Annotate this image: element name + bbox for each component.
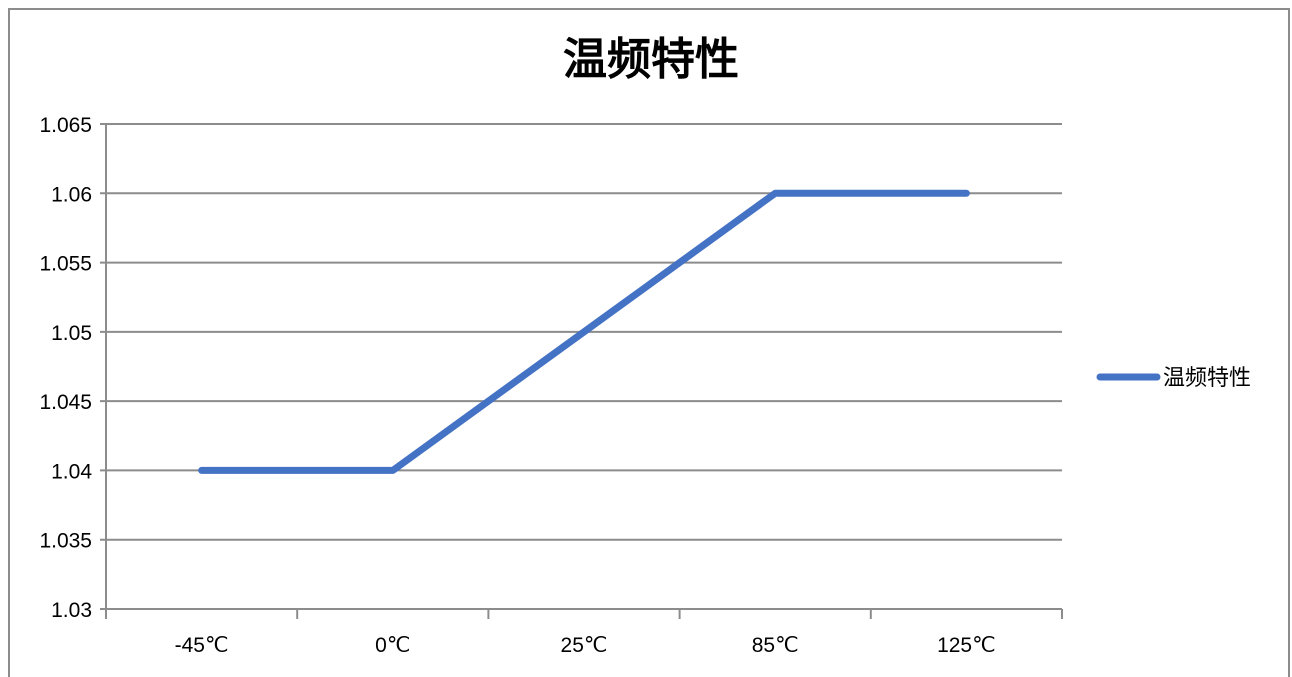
chart-frame xyxy=(8,8,1290,677)
series-lines xyxy=(198,189,970,474)
legend[interactable]: 温频特性 xyxy=(1096,366,1251,391)
x-tick-label: -45℃ xyxy=(175,634,229,657)
y-tick-label: 1.04 xyxy=(51,460,92,483)
y-tick-labels: 1.03 1.035 1.04 1.045 1.05 1.055 1.06 1.065 xyxy=(39,114,92,622)
y-tick-label: 1.03 xyxy=(51,599,92,622)
x-tick-label: 25℃ xyxy=(561,634,608,657)
x-tick-label: 125℃ xyxy=(937,634,996,657)
chart-title: 温频特性 xyxy=(563,34,739,85)
y-tick-label: 1.065 xyxy=(39,114,92,137)
y-tick-label: 1.06 xyxy=(51,183,92,206)
series-line[interactable] xyxy=(198,189,970,474)
y-tick-label: 1.035 xyxy=(39,530,92,553)
y-tick-label: 1.05 xyxy=(51,322,92,345)
x-tick-label: 0℃ xyxy=(375,634,410,657)
y-tick-label: 1.055 xyxy=(39,253,92,276)
x-tick-labels: -45℃ 0℃ 25℃ 85℃ 125℃ xyxy=(175,634,996,657)
legend-label: 温频特性 xyxy=(1163,366,1251,391)
y-tick-label: 1.045 xyxy=(39,391,92,414)
x-tick-label: 85℃ xyxy=(752,634,799,657)
axes xyxy=(105,124,1063,619)
